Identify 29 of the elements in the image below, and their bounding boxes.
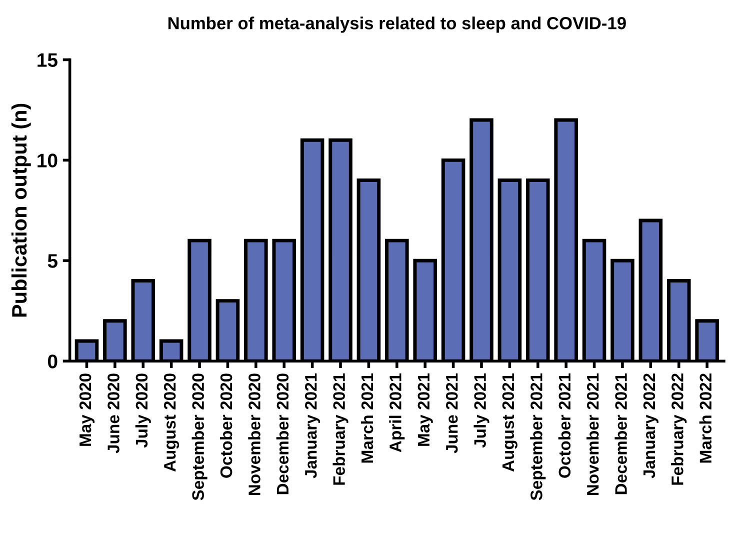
chart-title: Number of meta-analysis related to sleep and COVID-19 [168,16,626,33]
x-tick-label: March 2022 [699,374,712,463]
x-tick-label: June 2021 [446,373,458,454]
y-tick-label: 15 [38,53,58,67]
x-tick-label: February 2021 [332,373,348,485]
x-tick-label: December 2020 [276,374,289,494]
x-tick-label: November 2021 [586,373,599,495]
x-tick-label: July 2021 [474,373,490,448]
x-tick-label: February 2022 [671,374,687,485]
x-tick-label: December 2021 [614,373,627,494]
y-tick-label: 5 [48,254,58,268]
x-tick-label: July 2020 [135,374,151,448]
x-tick-label: November 2020 [248,374,260,495]
x-tick-label: April 2021 [389,373,405,452]
y-axis-title: Publication output (n) [11,104,31,317]
x-tick-label: January 2021 [304,373,320,478]
x-tick-label: May 2021 [418,373,433,446]
y-tick-label: 0 [48,354,58,368]
x-tick-label: August 2021 [502,373,518,472]
x-tick-label: October 2020 [220,374,232,478]
x-tick-label: March 2021 [360,373,374,463]
x-tick-label: August 2020 [164,374,180,472]
y-tick-label: 10 [38,154,58,168]
x-tick-label: September 2021 [530,373,546,500]
x-tick-label: October 2021 [558,373,571,478]
x-tick-label: May 2020 [79,374,95,446]
x-tick-label: January 2022 [643,374,658,478]
x-tick-label: September 2020 [192,374,208,500]
x-tick-label: June 2020 [108,374,120,454]
